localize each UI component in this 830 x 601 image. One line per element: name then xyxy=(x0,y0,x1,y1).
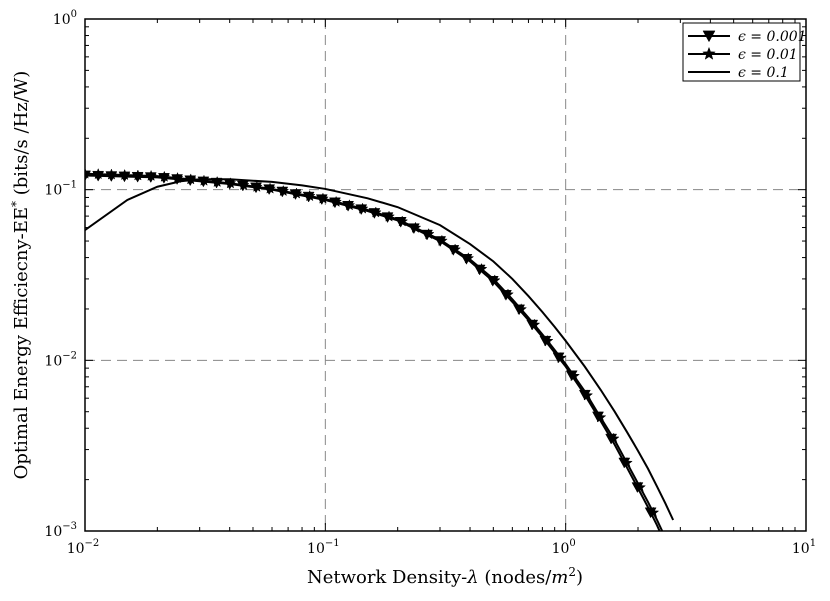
data-point xyxy=(422,227,435,240)
y-axis-label: Optimal Energy Efficiecny-EE* (bits/s /H… xyxy=(9,71,32,480)
x-tick-label: 101 xyxy=(792,538,816,557)
data-point xyxy=(264,182,276,194)
data-point xyxy=(462,252,475,264)
data-point xyxy=(475,262,488,275)
data-point xyxy=(330,195,343,207)
x-tick-label: 10−1 xyxy=(307,538,340,557)
data-point xyxy=(343,199,356,211)
data-point xyxy=(594,411,607,423)
data-point xyxy=(158,170,171,182)
legend-label: ϵ = 0.1 xyxy=(738,65,789,81)
data-point xyxy=(488,274,501,286)
legend: ϵ = 0.001 ϵ = 0.01 ϵ = 0.1 xyxy=(682,22,807,82)
data-point xyxy=(621,456,633,468)
legend-label: ϵ = 0.01 xyxy=(738,47,798,63)
legend-label: ϵ = 0.001 xyxy=(738,29,807,45)
data-point xyxy=(515,303,528,315)
data-point xyxy=(317,192,329,204)
legend-entry: ϵ = 0.1 xyxy=(688,65,789,81)
legend-marker xyxy=(702,30,716,43)
data-point xyxy=(396,215,409,227)
data-point xyxy=(171,171,184,184)
data-point xyxy=(383,210,395,222)
data-point xyxy=(409,221,422,233)
data-point xyxy=(356,202,369,214)
series-line xyxy=(85,178,675,521)
data-point xyxy=(145,169,157,181)
data-point xyxy=(435,234,448,246)
data-point xyxy=(449,243,462,255)
x-axis-label: Network Density-λ (nodes/m2) xyxy=(307,565,583,588)
data-point xyxy=(581,389,594,401)
data-point xyxy=(184,173,197,185)
y-tick-label: 10−1 xyxy=(44,180,77,199)
series-line xyxy=(85,174,661,531)
data-point xyxy=(250,180,263,192)
x-tick-label: 100 xyxy=(552,538,576,557)
data-point xyxy=(131,169,144,181)
legend-entry: ϵ = 0.01 xyxy=(688,46,798,63)
data-point xyxy=(568,369,580,382)
plot-frame xyxy=(84,18,807,532)
data-point xyxy=(277,184,290,197)
y-tick-label: 10−3 xyxy=(44,521,77,540)
series-2 xyxy=(85,167,664,531)
grid xyxy=(85,19,806,531)
x-tick-label: 10−2 xyxy=(67,538,100,557)
series-3 xyxy=(85,178,675,521)
y-tick-label: 10−2 xyxy=(44,350,77,369)
y-tick-label: 100 xyxy=(53,9,77,28)
data-point xyxy=(85,167,91,179)
data-point xyxy=(528,318,541,330)
series-line xyxy=(85,172,664,531)
data-point xyxy=(237,178,250,191)
data-point xyxy=(369,206,382,218)
data-point xyxy=(92,167,105,180)
data-point xyxy=(303,189,316,202)
data-point xyxy=(554,351,567,363)
data-point xyxy=(541,334,554,347)
data-point xyxy=(502,288,514,300)
legend-entry: ϵ = 0.001 xyxy=(688,29,807,45)
plot-area xyxy=(85,167,675,531)
data-point xyxy=(105,168,118,180)
data-point xyxy=(290,187,303,199)
data-point xyxy=(118,168,131,181)
data-point xyxy=(634,481,647,493)
data-point xyxy=(647,506,660,518)
legend-marker xyxy=(702,46,716,60)
data-point xyxy=(607,432,620,444)
data-point xyxy=(224,177,237,189)
